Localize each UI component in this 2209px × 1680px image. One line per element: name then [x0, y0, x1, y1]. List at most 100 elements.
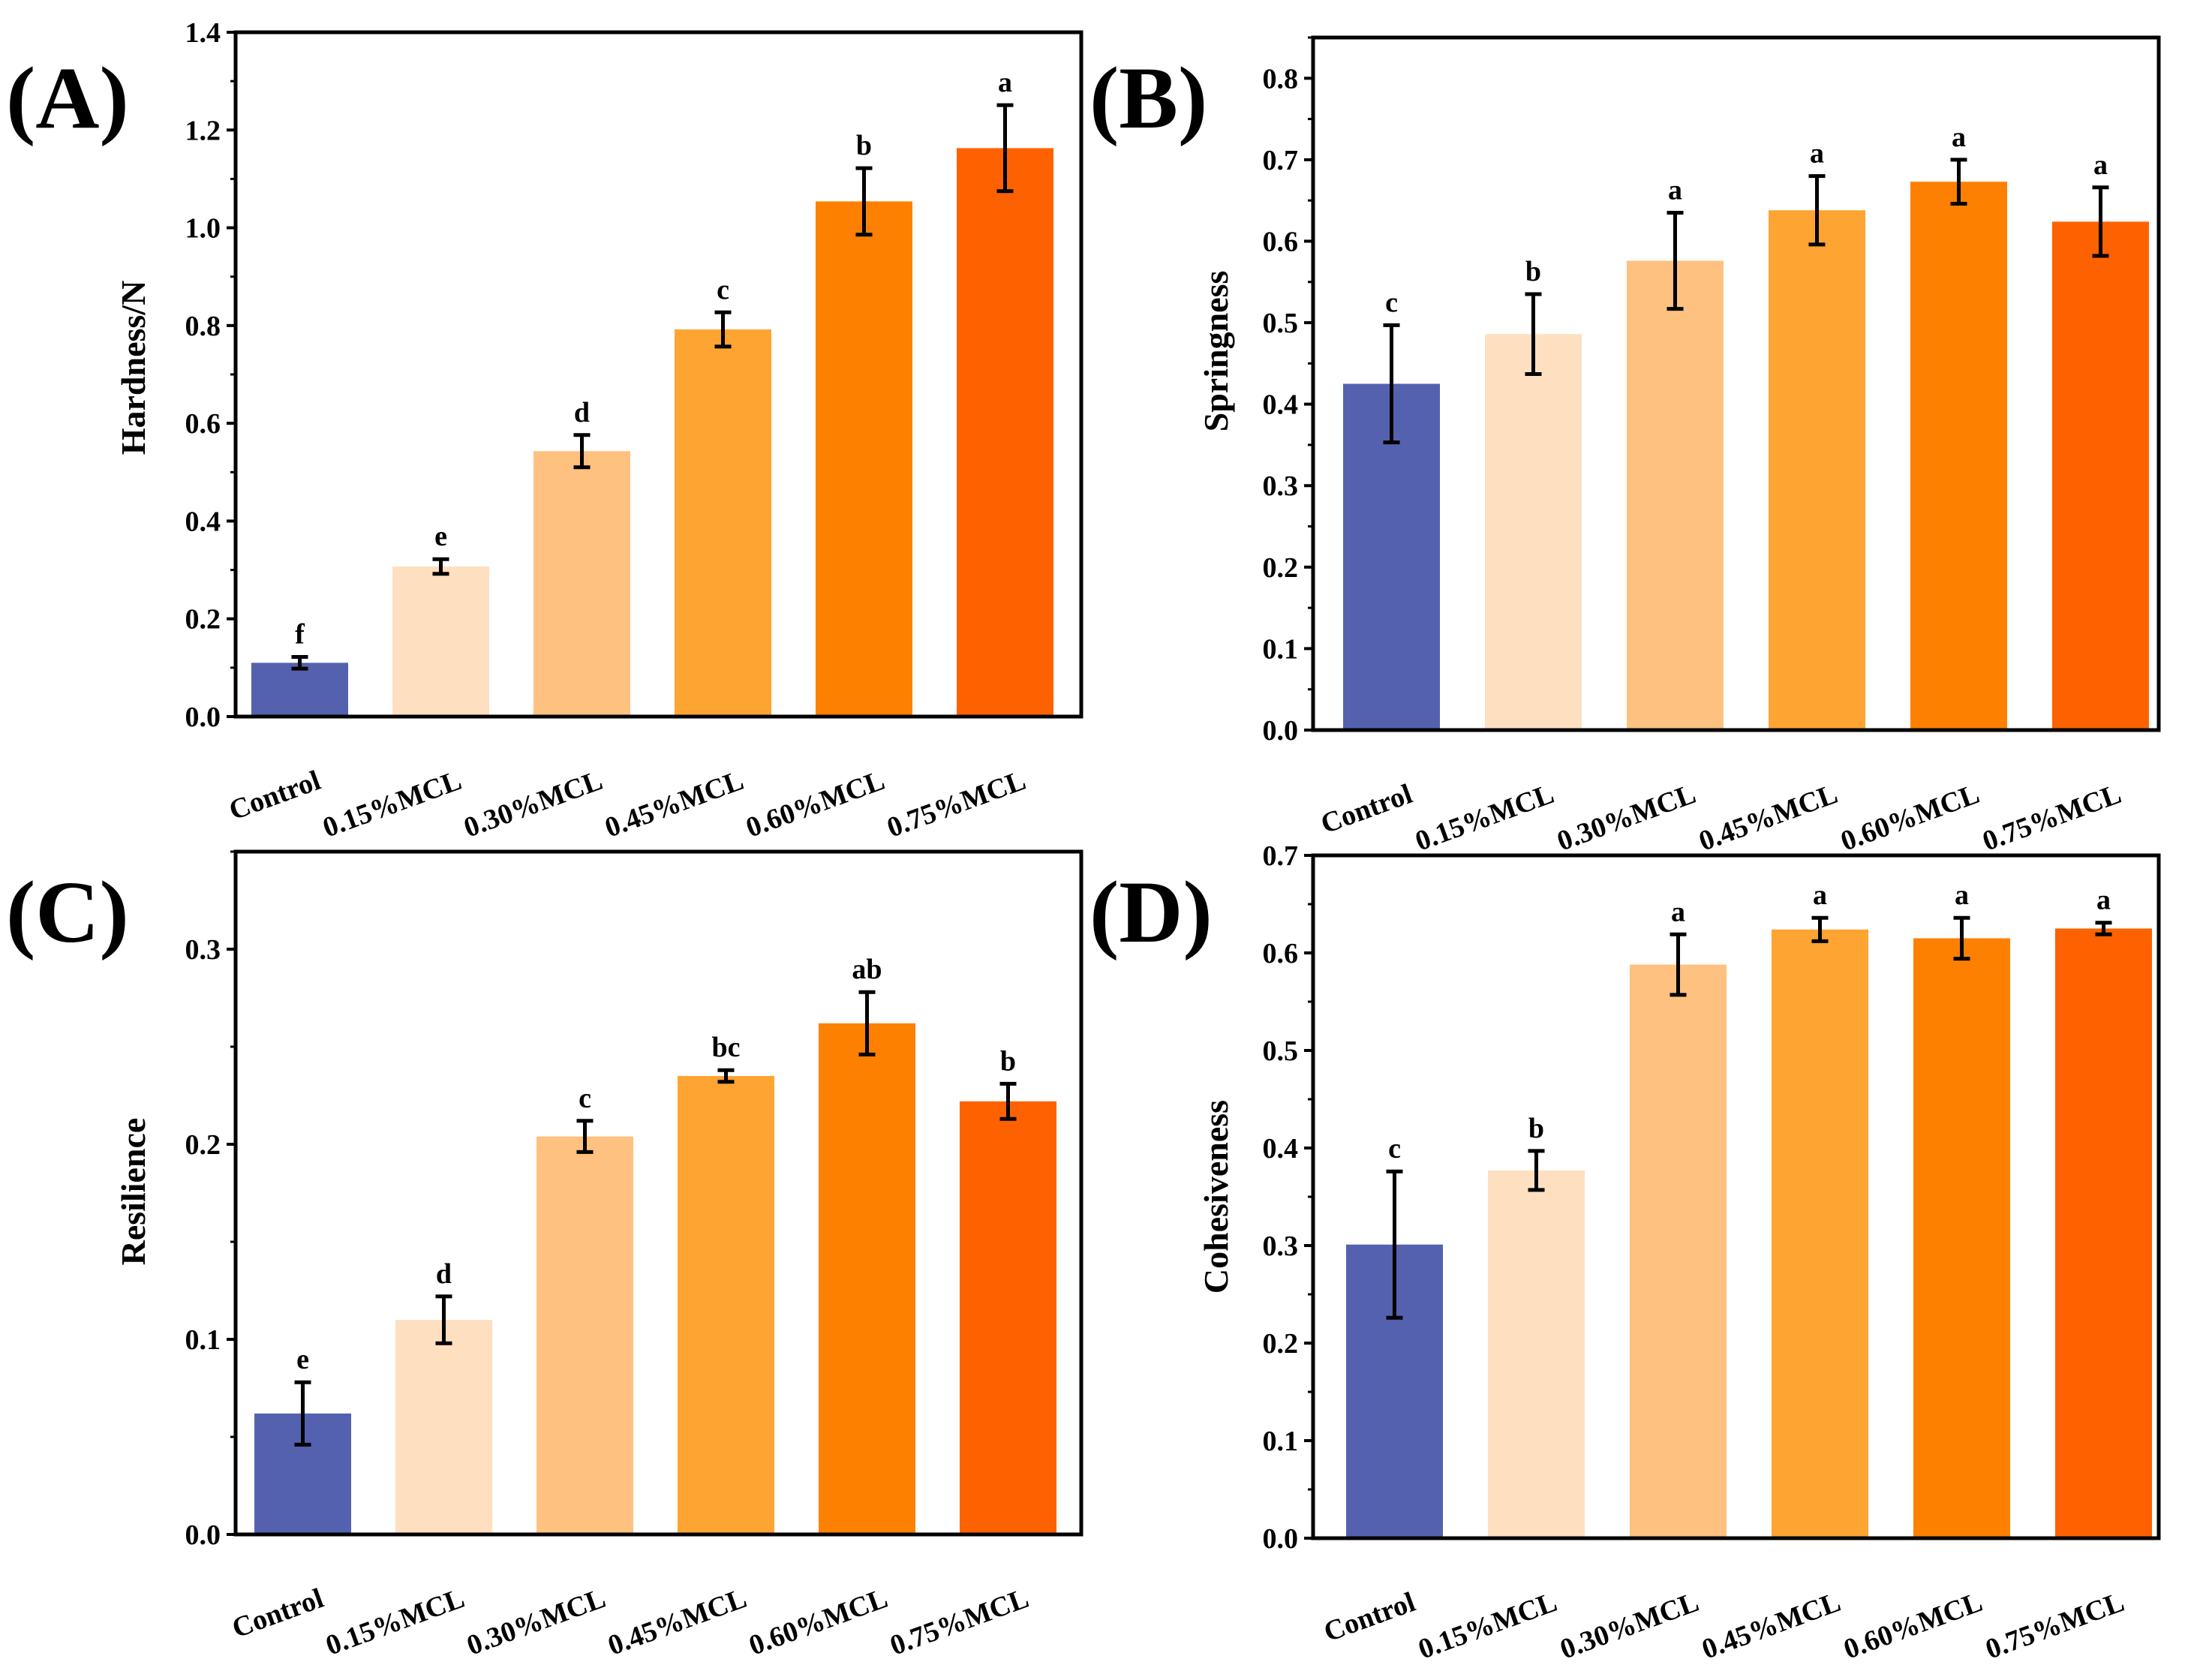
category-label-a-5: 0.75%MCL — [883, 765, 1030, 844]
category-label-d-4: 0.60%MCL — [1840, 1586, 1987, 1666]
y-tick-label-c-2: 0.2 — [185, 1129, 221, 1161]
y-tick-label-c-3: 0.3 — [185, 934, 221, 966]
category-label-a-3: 0.45%MCL — [601, 765, 748, 844]
y-tick-label-d-3: 0.3 — [1263, 1231, 1299, 1262]
significance-letter-b-2: a — [1668, 174, 1682, 206]
y-tick-label-a-1: 0.2 — [185, 604, 221, 636]
bars-b — [1343, 182, 2149, 731]
bar-c-5 — [960, 1101, 1056, 1534]
category-label-b-3: 0.45%MCL — [1695, 778, 1842, 858]
y-tick-label-d-5: 0.5 — [1263, 1035, 1299, 1067]
category-label-b-1: 0.15%MCL — [1411, 778, 1558, 858]
significance-letter-c-4: ab — [852, 954, 882, 985]
y-axis-label-d: Cohesiveness — [1197, 1100, 1235, 1294]
y-tick-label-b-5: 0.5 — [1263, 308, 1299, 339]
plot-frame-a — [233, 30, 1083, 719]
bars-a — [251, 148, 1053, 717]
y-tick-label-a-6: 1.2 — [185, 115, 221, 146]
bar-a-1 — [392, 567, 489, 717]
significance-letter-a-0: f — [295, 619, 305, 651]
bar-b-2 — [1627, 260, 1724, 731]
bar-c-3 — [678, 1076, 774, 1534]
significance-letter-a-4: b — [856, 130, 872, 161]
category-label-a-0: Control — [225, 765, 325, 827]
bar-d-2 — [1630, 964, 1727, 1538]
significance-letter-a-5: a — [998, 67, 1012, 98]
y-tick-label-d-7: 0.7 — [1263, 840, 1299, 872]
bar-b-1 — [1485, 334, 1582, 730]
bar-a-0 — [251, 663, 348, 717]
panel-a: (A) Hardness/N f Control e 0.15%MCL d 0.30%MC… — [6, 17, 1083, 844]
panel-label-d: (D) — [1089, 863, 1213, 961]
significance-letter-d-5: a — [2096, 885, 2111, 916]
bar-d-5 — [2055, 928, 2152, 1538]
category-label-c-5: 0.75%MCL — [886, 1582, 1033, 1662]
y-tick-label-b-2: 0.2 — [1263, 552, 1299, 584]
significance-letter-b-3: a — [1810, 138, 1824, 170]
significance-letter-d-0: c — [1388, 1133, 1401, 1165]
significance-letter-c-3: bc — [712, 1032, 741, 1063]
significance-letter-b-0: c — [1385, 287, 1398, 318]
bar-a-5 — [957, 148, 1053, 717]
category-label-d-5: 0.75%MCL — [1982, 1586, 2129, 1666]
category-label-c-4: 0.60%MCL — [745, 1582, 892, 1662]
category-label-b-0: Control — [1317, 778, 1417, 840]
bar-b-3 — [1769, 210, 1865, 731]
y-tick-label-b-6: 0.6 — [1263, 226, 1299, 257]
category-label-c-2: 0.30%MCL — [463, 1582, 610, 1662]
bar-c-1 — [395, 1320, 492, 1534]
bars-c — [254, 1023, 1056, 1534]
bar-a-2 — [533, 451, 630, 717]
y-axis-label-b: Springness — [1197, 271, 1235, 432]
y-tick-label-b-7: 0.7 — [1263, 145, 1299, 176]
bar-d-1 — [1488, 1170, 1585, 1538]
y-axis-label-a: Hardness/N — [114, 281, 152, 455]
bars-d — [1346, 928, 2152, 1538]
panel-b: (B) Springness c Control b 0.15%MCL a 0.30%MC… — [1089, 35, 2161, 858]
category-label-c-3: 0.45%MCL — [604, 1582, 751, 1662]
y-tick-label-d-6: 0.6 — [1263, 938, 1299, 969]
y-tick-label-a-7: 1.4 — [185, 17, 221, 49]
y-tick-label-a-3: 0.6 — [185, 408, 221, 440]
plot-frame-b — [1311, 35, 2161, 732]
y-tick-label-b-0: 0.0 — [1263, 715, 1299, 747]
category-label-d-2: 0.30%MCL — [1556, 1586, 1703, 1666]
bar-a-3 — [675, 329, 771, 717]
significance-letter-b-1: b — [1525, 256, 1541, 287]
category-label-d-3: 0.45%MCL — [1698, 1586, 1845, 1666]
y-tick-label-d-1: 0.1 — [1263, 1426, 1299, 1457]
y-tick-label-a-5: 1.0 — [185, 213, 221, 245]
panel-c: (C) Resilience e Control d 0.15%MCL c 0.30%MC… — [6, 849, 1083, 1662]
panel-label-a: (A) — [6, 49, 129, 147]
significance-letter-b-4: a — [1952, 122, 1966, 153]
category-label-b-5: 0.75%MCL — [1979, 778, 2126, 858]
y-tick-label-b-4: 0.4 — [1263, 389, 1299, 421]
significance-letter-a-2: d — [574, 397, 590, 428]
y-tick-label-a-4: 0.8 — [185, 311, 221, 342]
y-tick-label-d-2: 0.2 — [1263, 1328, 1299, 1360]
y-tick-label-b-8: 0.8 — [1263, 63, 1299, 95]
bar-d-4 — [1913, 938, 2010, 1538]
category-label-d-1: 0.15%MCL — [1414, 1586, 1561, 1666]
significance-letter-d-1: b — [1528, 1113, 1544, 1144]
category-label-b-4: 0.60%MCL — [1837, 778, 1984, 858]
y-tick-label-c-1: 0.1 — [185, 1324, 221, 1356]
y-tick-label-d-0: 0.0 — [1263, 1523, 1299, 1555]
category-label-a-1: 0.15%MCL — [319, 765, 466, 844]
significance-letter-c-2: c — [579, 1083, 591, 1114]
y-tick-label-b-1: 0.1 — [1263, 633, 1299, 665]
panel-label-c: (C) — [6, 863, 129, 961]
category-label-a-2: 0.30%MCL — [460, 765, 607, 844]
bar-b-5 — [2052, 221, 2149, 730]
y-axis-label-c: Resilience — [114, 1118, 152, 1266]
significance-letter-d-3: a — [1813, 879, 1827, 911]
y-tick-label-a-2: 0.4 — [185, 506, 221, 537]
significance-letter-a-1: e — [434, 521, 447, 552]
significance-letter-a-3: c — [717, 274, 729, 305]
significance-letter-c-5: b — [1000, 1045, 1016, 1077]
bar-d-3 — [1772, 929, 1868, 1538]
y-tick-label-d-4: 0.4 — [1263, 1133, 1299, 1165]
bar-b-4 — [1910, 182, 2007, 730]
category-label-a-4: 0.60%MCL — [742, 765, 889, 844]
bar-c-2 — [536, 1136, 633, 1534]
